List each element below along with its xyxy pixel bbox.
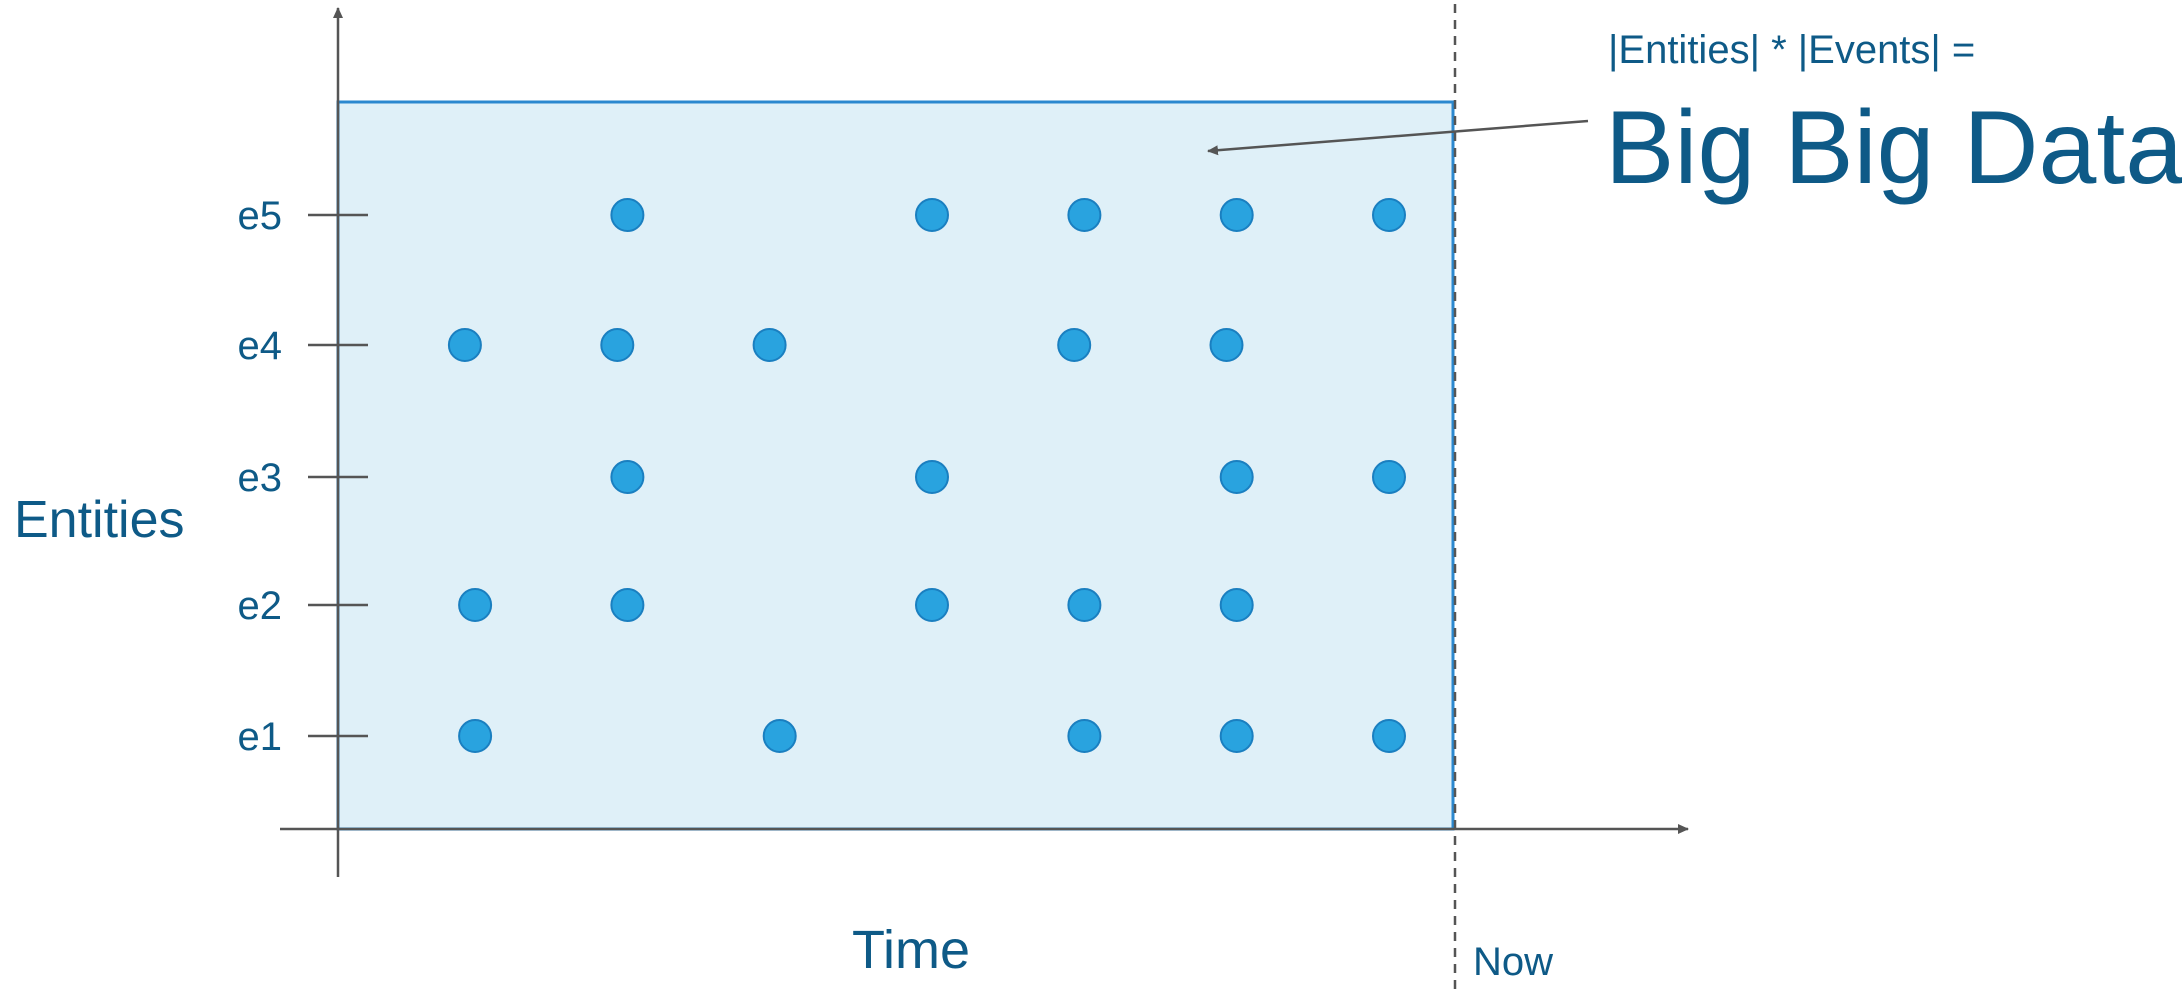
event-dot-e4 (1209, 328, 1244, 362)
event-dot-e1 (1067, 719, 1102, 753)
entity-label-e3: e3 (238, 456, 283, 500)
entity-label-e5: e5 (238, 194, 283, 238)
event-dot-e5 (1219, 198, 1254, 232)
pointer-arrow (1207, 119, 1589, 156)
event-dot-e4 (1057, 328, 1092, 362)
event-dot-e2 (915, 588, 949, 622)
event-dot-e2 (1067, 588, 1102, 622)
entity-label-e1: e1 (238, 715, 283, 759)
x-axis-label: Time (852, 920, 970, 980)
formula-text: |Entities| * |Events| = (1608, 28, 1975, 72)
event-dot-e3 (1219, 460, 1254, 494)
event-dot-e4 (600, 328, 635, 362)
event-dot-e4 (752, 328, 787, 362)
event-dot-e5 (915, 198, 949, 232)
now-label: Now (1473, 940, 1553, 984)
data-region (336, 100, 1455, 831)
event-dot-e1 (1219, 719, 1254, 753)
event-dot-e4 (447, 328, 482, 362)
event-dot-e2 (1219, 588, 1254, 622)
event-dot-e5 (1067, 198, 1102, 232)
y-axis-label: Entities (14, 491, 185, 549)
event-dot-e1 (762, 719, 797, 753)
event-dot-e2 (610, 588, 645, 622)
event-dot-e5 (610, 198, 645, 232)
event-dot-e1 (1372, 719, 1406, 753)
event-dot-e5 (1372, 198, 1406, 232)
event-dot-e3 (915, 460, 949, 494)
event-dot-e1 (458, 719, 493, 753)
headline-text: Big Big Data (1605, 90, 2182, 206)
event-dot-e3 (610, 460, 645, 494)
event-dots (447, 198, 1406, 753)
entity-ticks (308, 213, 368, 738)
entity-label-e2: e2 (238, 584, 283, 628)
event-dot-e2 (458, 588, 493, 622)
entity-tick-labels: e1 e2 e3 e4 e5 (238, 194, 283, 759)
entity-label-e4: e4 (238, 324, 283, 368)
event-dot-e3 (1372, 460, 1406, 494)
